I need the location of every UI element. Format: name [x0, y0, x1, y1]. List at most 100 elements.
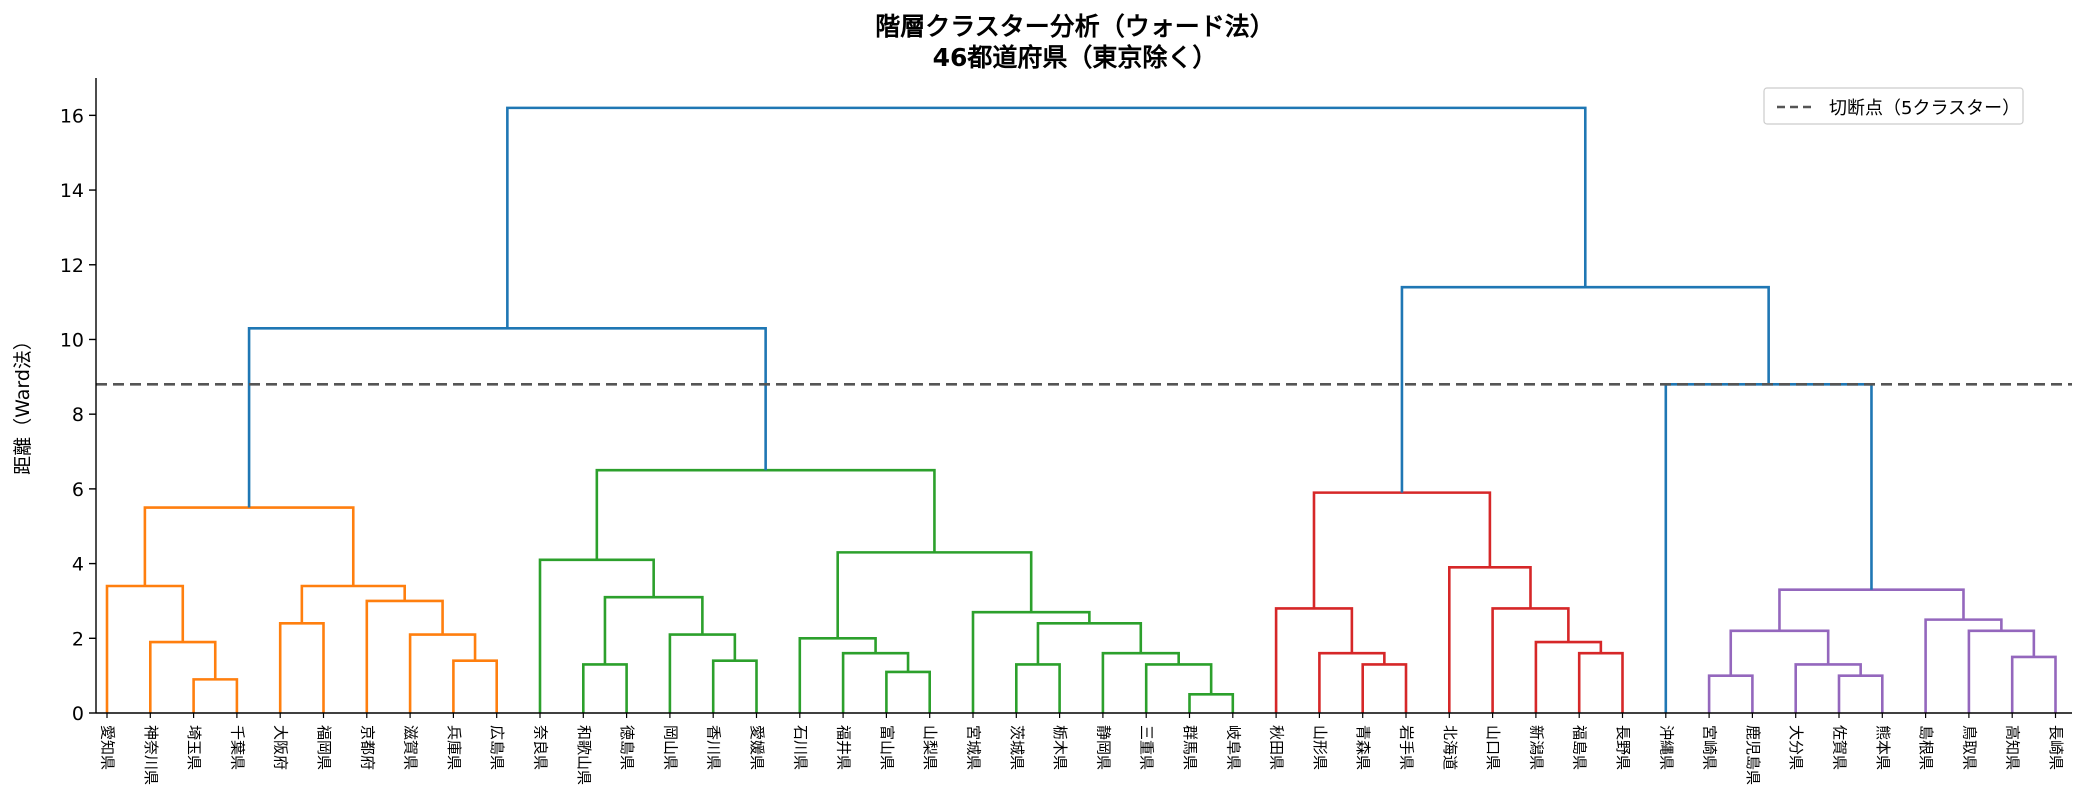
- y-ticks: 0 2 4 6 8 10 12 14 16: [60, 105, 96, 725]
- leaf-label: 大分県: [1787, 725, 1805, 770]
- leaf-label: 長野県: [1614, 725, 1632, 770]
- leaf-label: 岐阜県: [1224, 725, 1242, 770]
- y-axis-label: 距離（Ward法）: [12, 331, 34, 475]
- leaf-label: 茨城県: [1008, 725, 1026, 770]
- leaf-label: 香川県: [705, 725, 723, 770]
- dendrogram-link: [1794, 663, 1862, 713]
- leaf-label: 青森県: [1354, 725, 1372, 770]
- dendrogram-link: [595, 468, 936, 560]
- leaf-label: 宮崎県: [1701, 725, 1719, 770]
- leaf-label: 新潟県: [1527, 725, 1545, 770]
- leaf-label: 神奈川県: [142, 725, 160, 785]
- leaf-label: 岡山県: [661, 725, 679, 770]
- leaf-label: 岩手県: [1398, 725, 1416, 770]
- dendrogram-link: [711, 659, 758, 713]
- dendrogram-link: [582, 663, 628, 713]
- leaf-label: 鹿児島県: [1744, 725, 1762, 785]
- leaf-label: 富山県: [878, 725, 896, 770]
- leaf-label: 群馬県: [1181, 725, 1199, 770]
- leaf-label: 兵庫県: [445, 725, 463, 770]
- leaf-label: 広島県: [488, 725, 506, 770]
- dendrogram-links: [105, 106, 2057, 713]
- dendrogram-link: [1318, 651, 1386, 713]
- dendrogram-link: [668, 633, 737, 713]
- dendrogram-link: [278, 622, 325, 713]
- y-tick-label: 10: [60, 329, 84, 351]
- y-tick-label: 12: [60, 255, 84, 277]
- dendrogram-link: [2010, 655, 2057, 713]
- leaf-label: 千葉県: [228, 725, 246, 770]
- dendrogram-link: [1188, 693, 1235, 713]
- dendrogram-link: [365, 599, 444, 713]
- dendrogram-link: [603, 595, 704, 665]
- leaf-label: 和歌山県: [575, 725, 593, 785]
- dendrogram-link: [452, 659, 498, 713]
- leaf-label: 熊本県: [1874, 725, 1892, 770]
- leaf-label: 大阪府: [272, 725, 290, 770]
- dendrogram-link: [408, 633, 477, 713]
- leaf-label: 北海道: [1441, 725, 1459, 770]
- dendrogram-link: [1015, 663, 1061, 713]
- leaf-label: 沖縄県: [1657, 725, 1675, 770]
- dendrogram-link: [1274, 607, 1354, 713]
- leaf-label: 栃木県: [1051, 725, 1069, 770]
- y-tick-label: 2: [72, 628, 84, 650]
- y-tick-label: 4: [72, 554, 84, 576]
- dendrogram-link: [1729, 629, 1830, 676]
- leaf-label: 山口県: [1484, 725, 1502, 770]
- dendrogram-link: [506, 106, 1587, 329]
- leaf-label: 京都府: [358, 725, 376, 770]
- dendrogram-link: [841, 651, 910, 713]
- dendrogram-link: [1036, 622, 1143, 665]
- dendrogram-link: [1491, 607, 1570, 713]
- leaf-label: 佐賀県: [1831, 725, 1849, 770]
- y-tick-label: 0: [72, 703, 84, 725]
- dendrogram-link: [885, 670, 931, 713]
- leaf-label: 滋賀県: [402, 725, 420, 770]
- dendrogram-link: [143, 506, 355, 586]
- leaf-label: 福井県: [835, 725, 853, 770]
- leaf-label: 福島県: [1571, 725, 1589, 770]
- leaf-label: 秋田県: [1268, 725, 1286, 770]
- leaf-label: 三重県: [1138, 725, 1156, 770]
- dendrogram-link: [1577, 651, 1624, 713]
- dendrogram-link: [149, 640, 217, 713]
- dendrogram-link: [1312, 491, 1492, 609]
- legend-box: [1763, 87, 2024, 125]
- dendrogram-link: [836, 551, 1033, 639]
- dendrogram-link: [1967, 629, 2036, 713]
- leaf-label: 鳥取県: [1960, 725, 1978, 770]
- y-tick-label: 14: [60, 180, 84, 202]
- y-tick-label: 6: [72, 479, 84, 501]
- dendrogram-link: [1101, 651, 1180, 713]
- dendrogram-link: [105, 584, 185, 713]
- dendrogram-link: [1924, 618, 2003, 713]
- leaf-label: 山形県: [1311, 725, 1329, 770]
- leaf-labels: 愛知県 神奈川県 埼玉県 千葉県 大阪府 福岡県 京都府 滋賀県 兵庫県 広島県 奈良県 和歌山県 徳島…: [99, 713, 2065, 785]
- leaf-label: 長崎県: [2047, 725, 2065, 770]
- legend-cut-label: 切断点（5クラスター）: [1829, 98, 2020, 119]
- leaf-label: 宮城県: [965, 725, 983, 770]
- leaf-label: 島根県: [1917, 725, 1935, 770]
- dendrogram-link: [538, 558, 655, 713]
- dendrogram-link: [247, 326, 767, 508]
- legend: 切断点（5クラスター）: [1763, 87, 2024, 125]
- leaf-label: 山梨県: [921, 725, 939, 770]
- dendrogram-link: [1448, 566, 1532, 713]
- dendrogram-link: [1837, 674, 1884, 713]
- leaf-label: 愛媛県: [748, 725, 766, 770]
- dendrogram-link: [1400, 285, 1770, 493]
- leaf-label: 静岡県: [1094, 725, 1112, 770]
- chart-title: 階層クラスター分析（ウォード法）: [875, 12, 1275, 41]
- y-tick-label: 8: [72, 404, 84, 426]
- leaf-label: 徳島県: [618, 725, 636, 770]
- dendrogram-link: [192, 678, 239, 713]
- dendrogram-link: [1144, 663, 1213, 713]
- chart-subtitle: 46都道府県（東京除く）: [933, 43, 1218, 72]
- dendrogram-link: [1361, 663, 1408, 713]
- leaf-label: 石川県: [791, 725, 809, 770]
- dendrogram-link: [971, 610, 1091, 713]
- dendrogram-link: [1778, 588, 1965, 631]
- leaf-label: 埼玉県: [185, 725, 203, 770]
